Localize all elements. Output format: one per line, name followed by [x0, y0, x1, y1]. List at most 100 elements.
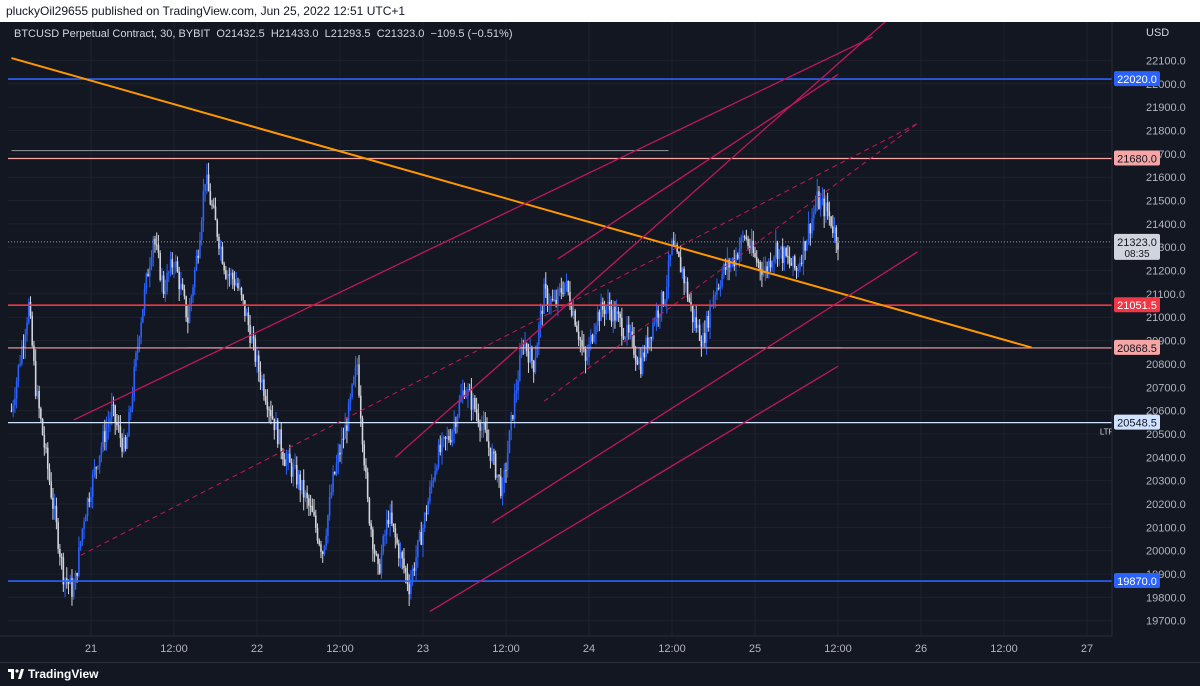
candle-body [344, 425, 346, 440]
candle-body [411, 568, 414, 581]
candle-body [679, 256, 682, 273]
currency-label: USD [1146, 27, 1169, 39]
candle-body [150, 257, 153, 267]
price-chart[interactable]: VAHKeyHVNKeyLTF POCVAL 0(21713.5) USD 197… [0, 22, 1200, 662]
time-tick-label: 12:00 [326, 643, 354, 655]
candle-body [79, 541, 82, 548]
candle-body [830, 216, 832, 227]
mid-channel-dashed-a[interactable] [80, 123, 918, 556]
candle-body [641, 352, 644, 374]
candle-body [365, 465, 367, 473]
candle-body [589, 335, 592, 345]
candle-body [36, 390, 39, 397]
candle-body [659, 314, 661, 318]
candle-body [183, 289, 186, 297]
candle-body [27, 301, 30, 323]
candle-body [745, 237, 748, 239]
candle-body [553, 299, 556, 301]
candle-body [147, 273, 149, 277]
candle-body [216, 220, 219, 237]
candle-body [104, 431, 106, 442]
candle-body [24, 334, 27, 347]
level-badge [1114, 573, 1160, 589]
candle-body [316, 527, 319, 541]
lower-channel-b[interactable] [429, 365, 839, 612]
candle-body [650, 337, 653, 339]
candle-body [671, 240, 673, 255]
candle-body [565, 281, 568, 283]
candle-body [368, 498, 371, 524]
tradingview-logo[interactable]: TradingView [8, 667, 98, 681]
upper-channel-a[interactable] [557, 73, 839, 260]
candle-body [202, 191, 205, 221]
mid-channel-dashed-b[interactable] [543, 123, 918, 402]
lower-channel-a[interactable] [491, 251, 918, 524]
candle-body [543, 283, 545, 314]
candle-body [695, 317, 698, 328]
candle-body [729, 262, 732, 268]
candle-body [65, 578, 68, 582]
candle-body [439, 444, 442, 452]
candle-body [657, 310, 659, 318]
candle-body [525, 343, 528, 352]
candle-body [681, 268, 684, 273]
candle-body [334, 472, 336, 474]
price-tick-label: 22100.0 [1146, 55, 1186, 67]
candle-body [93, 467, 96, 475]
candle-body [463, 390, 466, 398]
candle-body [774, 242, 777, 257]
candle-body [169, 259, 172, 273]
candle-body [91, 474, 94, 497]
candle-body [638, 357, 640, 365]
level-badge-label: 21051.5 [1117, 300, 1157, 312]
candle-body [759, 262, 761, 270]
candle-body [719, 286, 722, 288]
candle-body [643, 352, 646, 358]
candle-body [802, 241, 805, 264]
candle-body [493, 451, 495, 454]
upper-channel-b[interactable] [73, 36, 873, 421]
candle-body [140, 322, 142, 338]
candle-body [532, 360, 535, 373]
candle-body [45, 447, 47, 449]
change-value: −109.5 (−0.51%) [430, 28, 513, 40]
candle-body [330, 492, 333, 497]
candle-body [299, 474, 302, 491]
candle-body [807, 223, 810, 241]
candle-body [603, 309, 606, 314]
level-badge [1114, 339, 1160, 355]
candle-body [308, 498, 310, 506]
candle-body [688, 297, 691, 302]
candle-body [555, 299, 557, 305]
candle-body [678, 251, 680, 257]
candle-body [586, 356, 589, 361]
candle-body [415, 557, 417, 571]
candle-body [389, 512, 391, 525]
candle-body [614, 307, 616, 321]
candle-body [717, 287, 720, 289]
price-tick-label: 21200.0 [1146, 266, 1186, 278]
candle-body [399, 552, 402, 559]
candle-body [709, 306, 711, 328]
candle-body [621, 317, 623, 337]
candle-body [835, 227, 838, 243]
candle-body [519, 355, 521, 381]
candle-body [716, 287, 718, 295]
candle-body [76, 572, 78, 576]
candle-body [422, 527, 424, 545]
candle-body [320, 544, 322, 552]
candle-body [622, 336, 625, 339]
candle-body [211, 204, 213, 206]
candle-body [593, 334, 595, 342]
orange-downtrend[interactable] [11, 57, 1032, 349]
candle-body [207, 174, 210, 192]
candle-body [252, 336, 255, 339]
candle-body [662, 291, 665, 305]
candle-body [823, 198, 825, 217]
upper-channel-outer[interactable] [394, 22, 886, 458]
candle-body [263, 379, 265, 396]
candle-body [494, 453, 497, 478]
chart-area[interactable]: VAHKeyHVNKeyLTF POCVAL 0(21713.5) USD 197… [0, 22, 1200, 662]
candle-body [764, 266, 767, 270]
candle-body [276, 420, 279, 445]
